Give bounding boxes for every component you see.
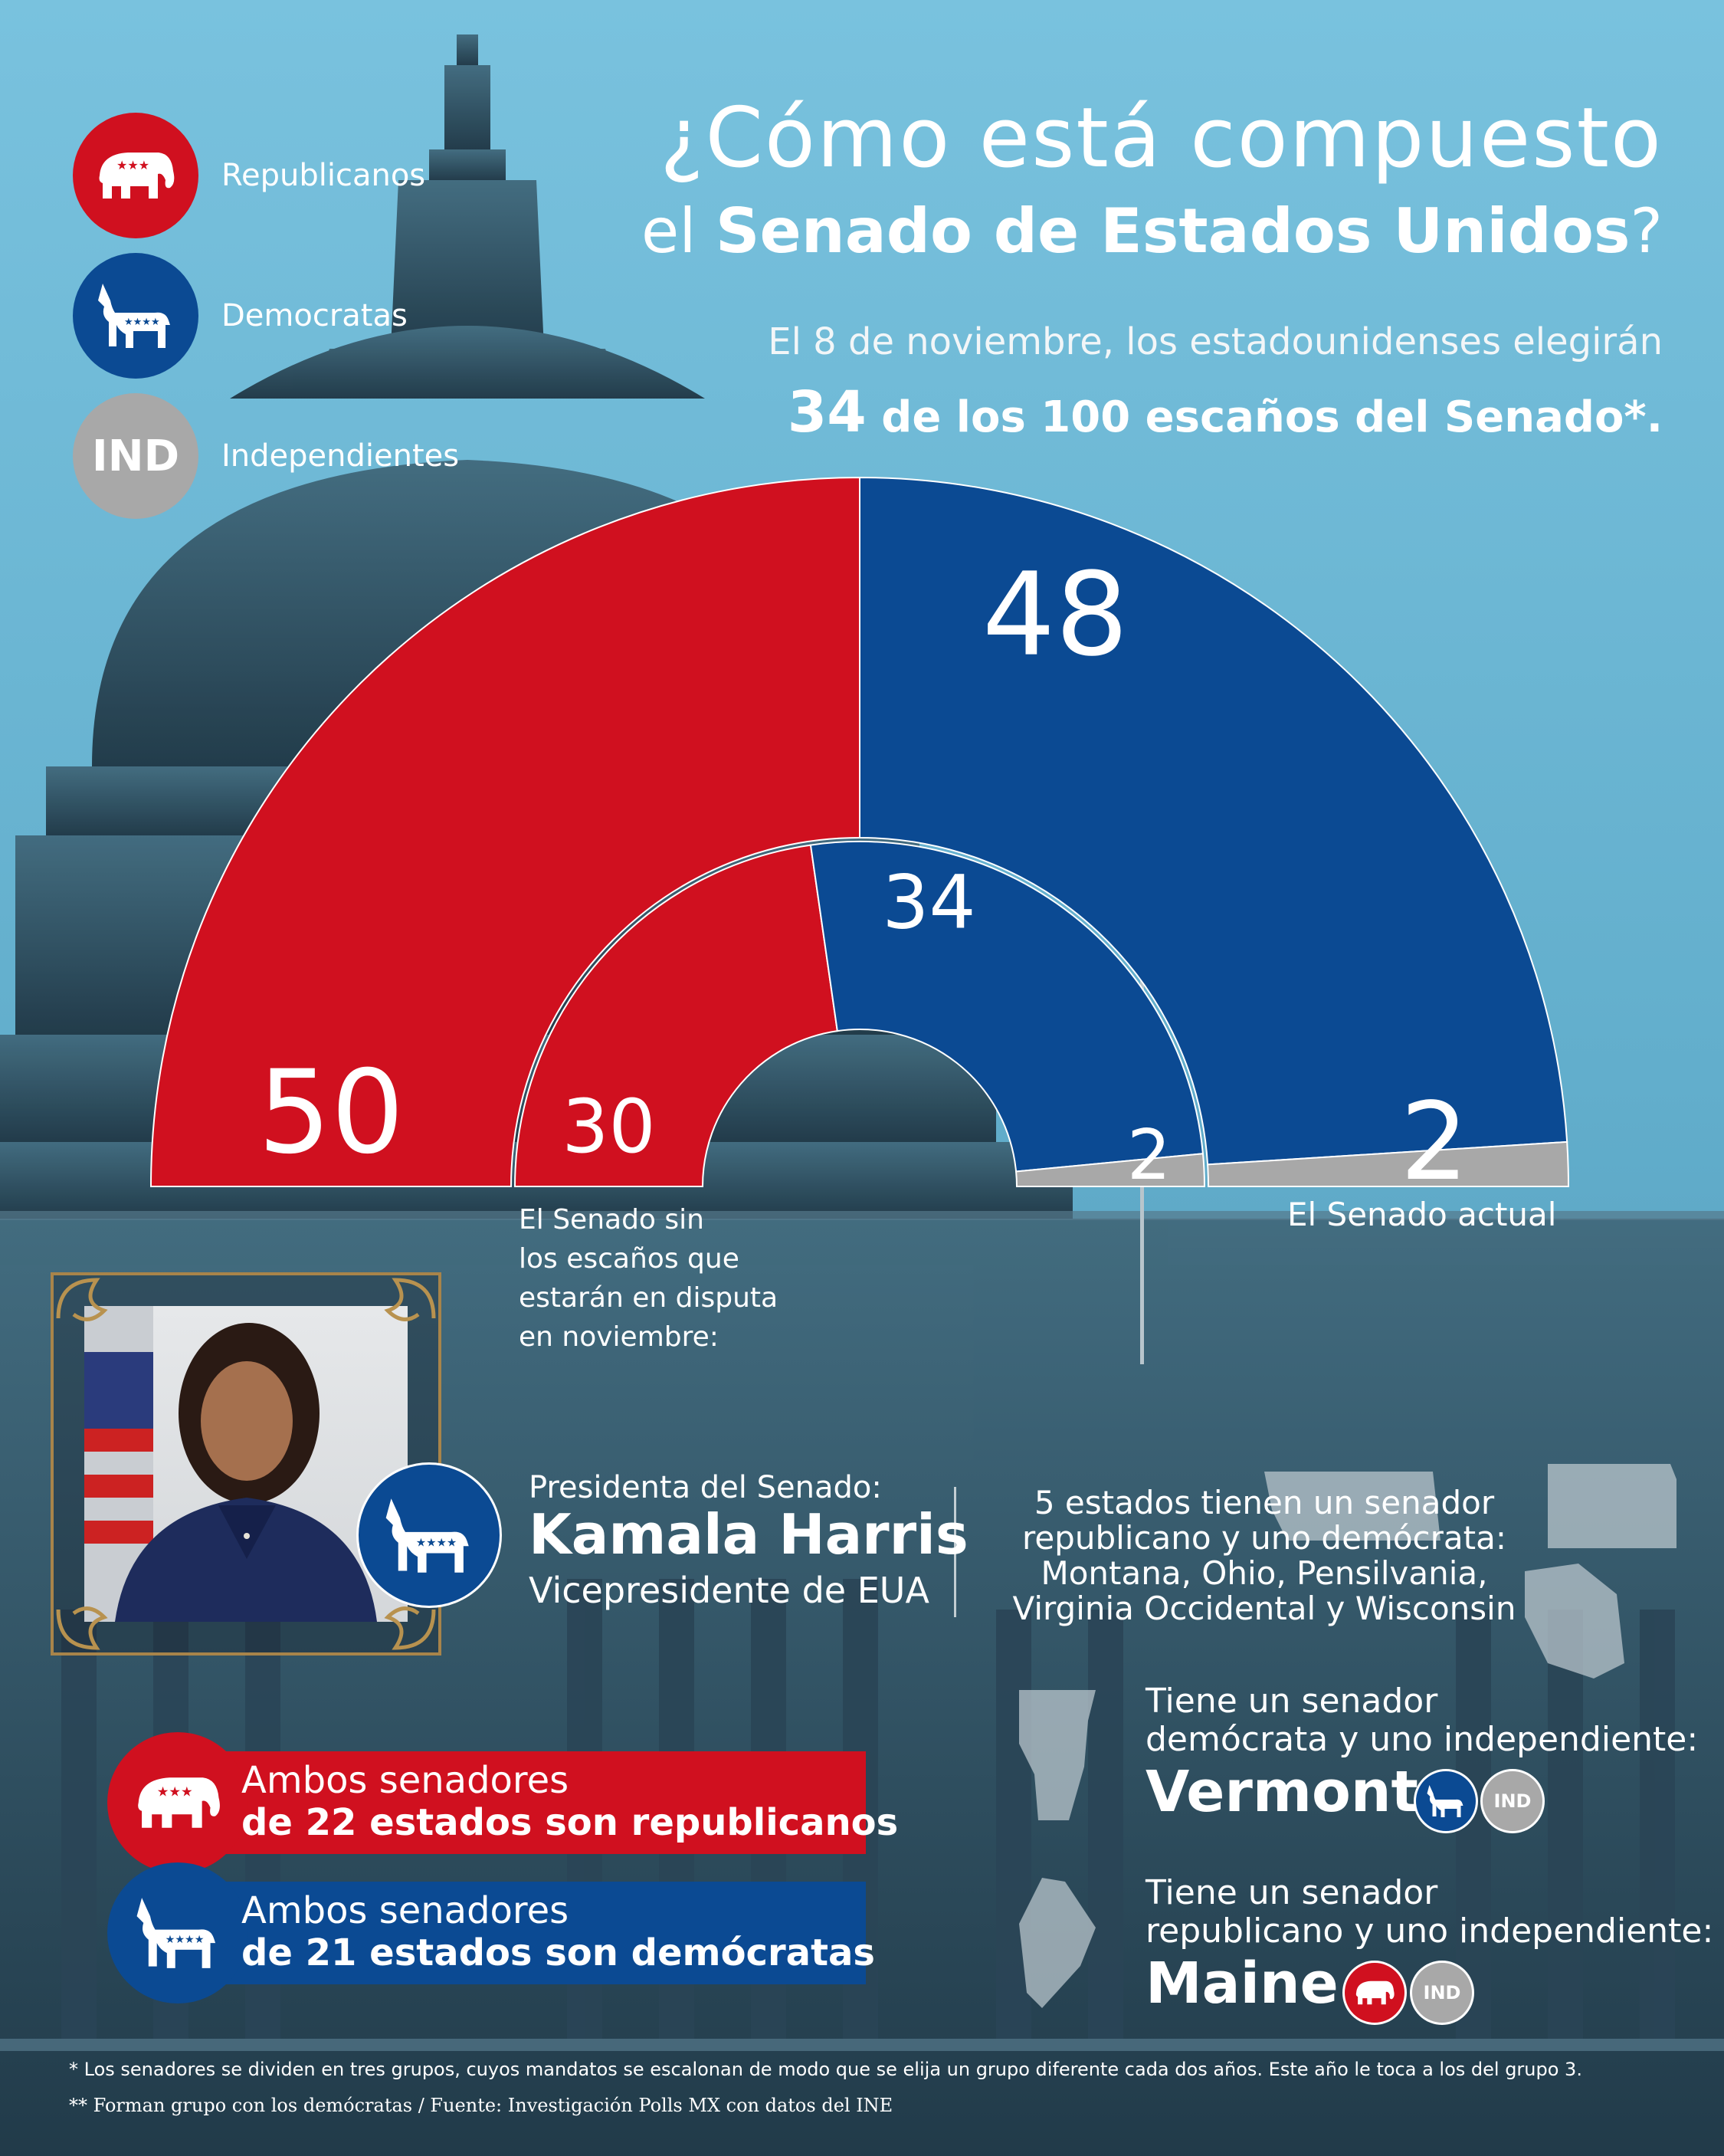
vermont-name: Vermont xyxy=(1146,1759,1418,1825)
maine-text: Tiene un senador republicano y uno indep… xyxy=(1146,1873,1714,1951)
svg-text:★★★★: ★★★★ xyxy=(166,1934,205,1946)
state-maps-icon xyxy=(1264,1464,1676,1679)
elephant-icon: ★★★ xyxy=(73,113,198,238)
president-portrait xyxy=(84,1306,408,1622)
legend-label: Republicanos xyxy=(221,158,426,193)
republican-banner xyxy=(184,1751,866,1854)
vermont-text: Tiene un senador demócrata y uno indepen… xyxy=(1146,1682,1699,1759)
republican-banner-text: Ambos senadores de 22 estados son republ… xyxy=(241,1759,899,1844)
president-name: Kamala Harris xyxy=(529,1502,969,1567)
svg-text:★★★: ★★★ xyxy=(116,158,149,172)
inner-chart-caption: El Senado sin los escaños que estarán en… xyxy=(519,1204,778,1353)
outer-slice-independientes xyxy=(1207,1140,1570,1187)
maine-name: Maine xyxy=(1146,1951,1339,2017)
page-title: ¿Cómo está compuesto xyxy=(660,90,1663,186)
outer-chart-caption: El Senado actual xyxy=(1287,1196,1557,1233)
legend-label: Democratas xyxy=(221,298,408,333)
footnote-2: ** Forman grupo con los demócratas / Fue… xyxy=(69,2095,893,2116)
outer-label-independientes: 2 xyxy=(1400,1080,1468,1205)
inner-label-republicanos: 30 xyxy=(562,1084,655,1170)
maine-map-icon xyxy=(1019,1878,1096,2008)
outer-slice-republicanos xyxy=(149,476,860,1187)
ind-icon: IND xyxy=(1410,1961,1474,2025)
donkey-icon xyxy=(1414,1769,1478,1833)
inner-slice-democratas xyxy=(809,841,1205,1173)
subtitle-highlight: 34 de los 100 escaños del Senado*. xyxy=(787,379,1663,445)
legend-democrats: ★★★★ Democratas xyxy=(73,253,408,379)
split-states-text: 5 estados tienen un senador republicano … xyxy=(1012,1484,1516,1627)
president-portrait-frame xyxy=(51,1272,441,1656)
divider xyxy=(954,1487,956,1617)
inner-slice-republicanos xyxy=(513,844,838,1187)
inner-label-independientes: 2 xyxy=(1127,1115,1171,1196)
outer-slice-democratas xyxy=(859,476,1568,1166)
legend-republicans: ★★★ Republicanos xyxy=(73,113,425,238)
democrat-banner xyxy=(184,1882,866,1984)
vermont-map-icon xyxy=(1019,1690,1096,1820)
elephant-icon xyxy=(1342,1961,1407,2025)
outer-label-republicanos: 50 xyxy=(258,1046,405,1180)
donkey-icon: ★★★★ xyxy=(73,253,198,379)
subtitle: El 8 de noviembre, los estadounidenses e… xyxy=(768,320,1663,363)
elephant-icon: ★★★ xyxy=(107,1732,248,1873)
inner-label-democratas: 34 xyxy=(882,859,975,945)
footnote-1: * Los senadores se dividen en tres grupo… xyxy=(69,2059,1582,2080)
donkey-icon: ★★★★ xyxy=(107,1862,248,2003)
legend-independents: IND Independientes xyxy=(73,393,459,519)
page-title-line2: el Senado de Estados Unidos? xyxy=(641,195,1663,267)
ind-icon: IND xyxy=(1480,1769,1545,1833)
president-title: Vicepresidente de EUA xyxy=(529,1570,929,1611)
svg-text:★★★★: ★★★★ xyxy=(124,317,160,328)
president-party-donkey-icon: ★★★★ xyxy=(356,1462,502,1608)
outer-label-democratas: 48 xyxy=(982,549,1129,682)
svg-text:★★★★: ★★★★ xyxy=(416,1535,457,1549)
democrat-banner-text: Ambos senadores de 21 estados son demócr… xyxy=(241,1889,875,1974)
ind-icon: IND xyxy=(73,393,198,519)
president-role: Presidenta del Senado: xyxy=(529,1470,882,1505)
inner-slice-independientes xyxy=(1014,1153,1206,1187)
legend-label: Independientes xyxy=(221,438,460,474)
svg-text:★★★: ★★★ xyxy=(157,1784,193,1800)
